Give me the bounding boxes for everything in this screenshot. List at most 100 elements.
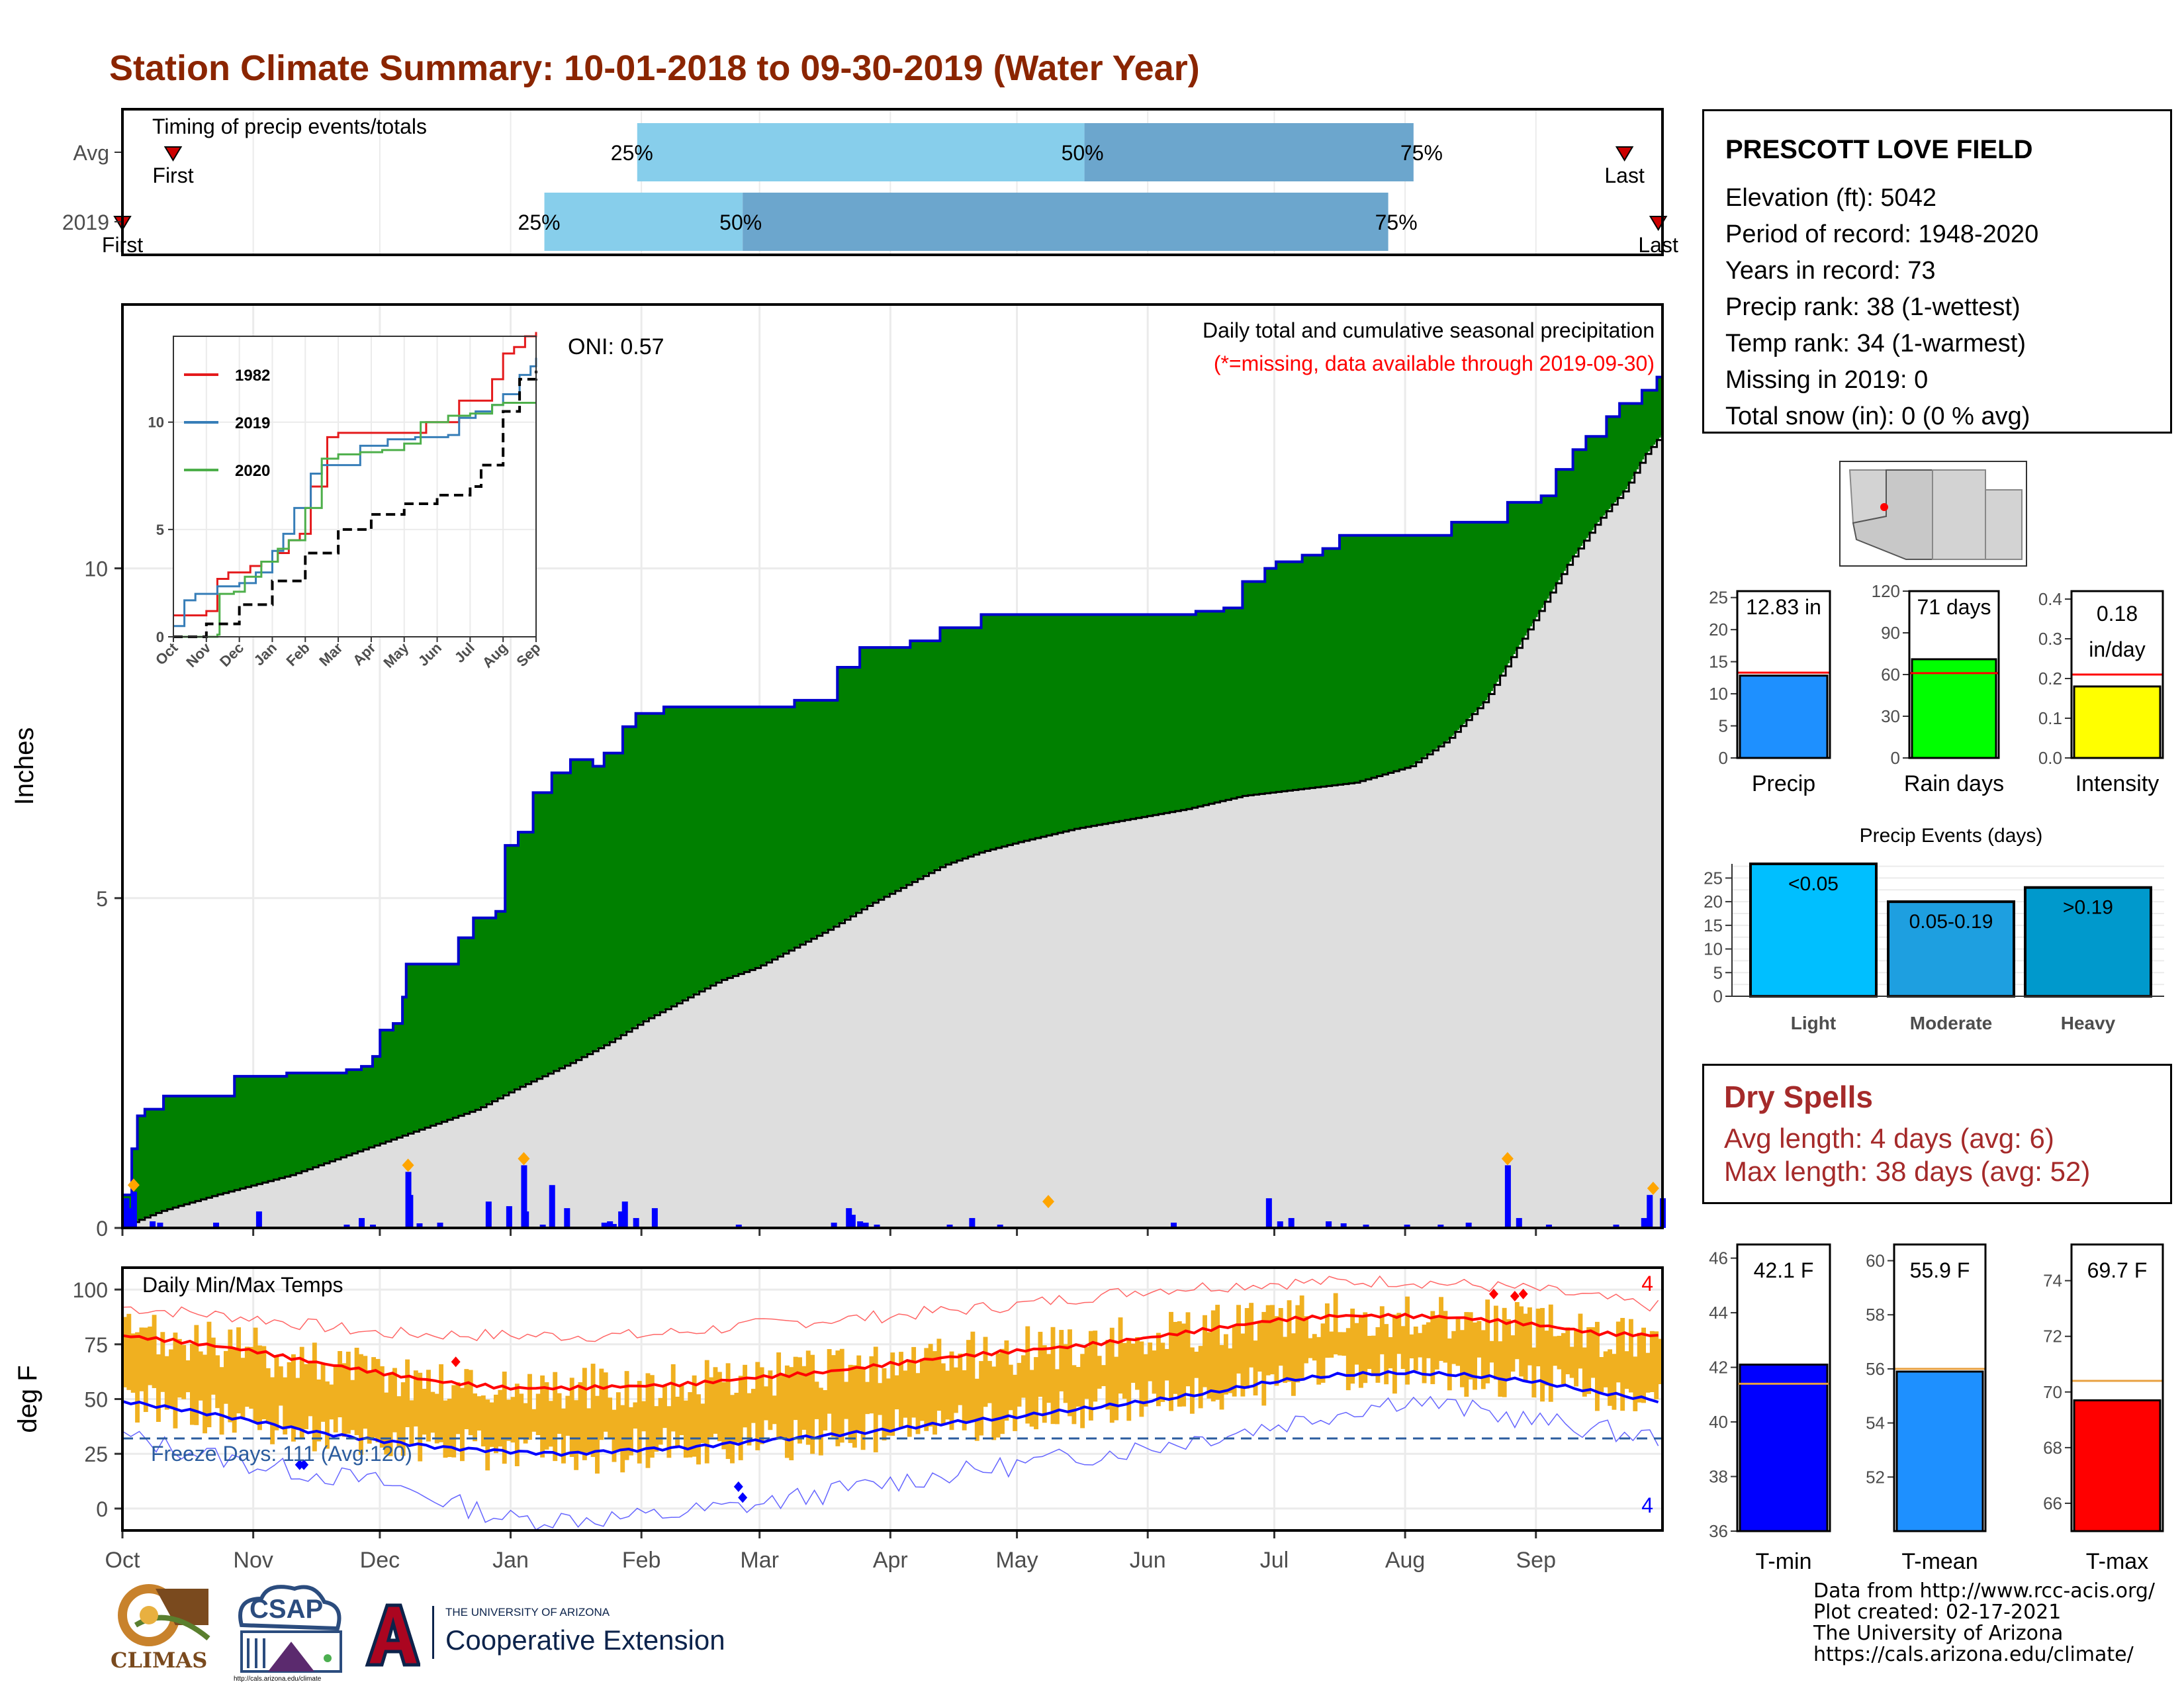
cum-above-avg-fill	[778, 706, 780, 957]
cum-above-avg-fill	[1580, 449, 1583, 546]
temp-daily-bar	[1223, 1334, 1228, 1395]
cum-above-avg-fill	[572, 759, 575, 1062]
temp-daily-bar	[519, 1393, 524, 1439]
temp-daily-bar	[274, 1356, 279, 1430]
temp-daily-bar	[498, 1389, 503, 1447]
station-name: PRESCOTT LOVE FIELD	[1725, 135, 2033, 164]
cum-above-avg-fill	[1345, 535, 1347, 784]
cum-above-avg-fill	[559, 773, 562, 1068]
cum-above-avg-fill	[770, 706, 773, 961]
cum-daily-bar	[1171, 1223, 1177, 1228]
cum-above-avg-fill	[884, 647, 887, 897]
temp-daily-bar	[940, 1363, 946, 1425]
cum-above-avg-fill	[688, 706, 691, 998]
cum-above-avg-fill	[970, 628, 972, 857]
temp-daily-bar	[1139, 1341, 1144, 1417]
cum-above-avg-fill	[1083, 614, 1087, 827]
cum-above-avg-fill	[633, 726, 637, 1027]
cum-above-avg-fill	[404, 997, 407, 1135]
cum-above-avg-fill	[1431, 535, 1433, 752]
dry-spells-max: Max length: 38 days (avg: 52)	[1724, 1156, 2091, 1187]
events-bar-label: >0.19	[2063, 897, 2113, 919]
cum-above-avg-fill	[1443, 535, 1447, 743]
cum-above-avg-fill	[1627, 403, 1629, 487]
events-bar-label: <0.05	[1788, 873, 1839, 895]
events-ytick-label: 20	[1704, 892, 1723, 912]
temp-daily-bar	[443, 1400, 448, 1458]
temp-daily-bar	[886, 1378, 891, 1436]
temp-daily-bar	[1084, 1346, 1089, 1399]
cum-above-avg-fill	[210, 1096, 212, 1197]
cum-above-avg-fill	[758, 706, 762, 966]
cum-above-avg-fill	[223, 1096, 226, 1194]
events-category: Light	[1791, 1013, 1836, 1033]
temp-daily-bar	[1477, 1321, 1482, 1358]
cum-above-avg-fill	[844, 667, 847, 920]
temp-daily-bar	[1553, 1336, 1558, 1366]
mini-temp-ytick-label: 44	[1709, 1303, 1728, 1323]
temp-xtick-label: Aug	[1385, 1548, 1426, 1573]
cum-above-avg-fill	[385, 1030, 388, 1142]
cum-above-avg-fill	[318, 1072, 321, 1166]
cum-above-avg-fill	[205, 1096, 207, 1199]
temp-daily-bar	[1203, 1315, 1207, 1387]
cum-above-avg-fill	[962, 628, 965, 859]
cum-above-avg-fill	[1638, 403, 1641, 467]
cum-above-avg-fill	[1498, 522, 1501, 679]
cum-above-avg-fill	[262, 1076, 265, 1183]
cum-above-avg-fill	[705, 706, 707, 989]
temp-daily-bar	[772, 1395, 777, 1425]
cum-above-avg-fill	[482, 917, 485, 1107]
cum-above-avg-fill	[1591, 436, 1594, 530]
cum-above-avg-fill	[796, 700, 799, 947]
cum-above-avg-fill	[501, 911, 504, 1097]
cum-above-avg-fill	[1567, 469, 1570, 565]
cum-above-avg-fill	[1535, 502, 1538, 618]
cum-above-avg-fill	[236, 1076, 239, 1190]
cum-above-avg-fill	[613, 753, 616, 1040]
cum-above-avg-fill	[1634, 403, 1637, 473]
cum-above-avg-fill	[1251, 581, 1254, 795]
cum-above-avg-fill	[1494, 522, 1497, 685]
cum-above-avg-fill	[1108, 614, 1111, 823]
cum-above-avg-fill	[1295, 561, 1297, 790]
cum-above-avg-fill	[933, 641, 935, 871]
cum-above-avg-fill	[553, 773, 556, 1071]
cum-above-avg-fill	[1142, 614, 1144, 818]
temp-daily-bar	[1324, 1303, 1330, 1358]
cum-above-avg-fill	[865, 647, 868, 908]
cum-above-avg-fill	[455, 964, 457, 1117]
temp-daily-bar	[430, 1391, 435, 1433]
cum-above-avg-fill	[1588, 436, 1590, 536]
timing-last-marker	[1615, 146, 1634, 162]
cum-daily-bar	[874, 1225, 880, 1228]
cum-above-avg-fill	[359, 1069, 362, 1151]
cum-above-avg-fill	[1151, 614, 1154, 816]
cum-above-avg-fill	[1216, 611, 1219, 802]
cum-above-avg-fill	[1445, 535, 1449, 741]
temp-daily-bar	[1046, 1354, 1052, 1403]
cum-above-avg-fill	[1563, 469, 1566, 571]
temp-daily-bar	[152, 1315, 157, 1388]
cum-above-avg-fill	[1375, 535, 1378, 777]
cum-above-avg-fill	[458, 937, 461, 1116]
temp-title: Daily Min/Max Temps	[142, 1273, 343, 1297]
cum-above-avg-fill	[801, 700, 805, 944]
temp-xtick-label: Jan	[492, 1548, 529, 1573]
temp-daily-bar	[338, 1350, 343, 1418]
temp-daily-bar	[261, 1346, 267, 1420]
cum-above-avg-fill	[1257, 581, 1260, 794]
cum-above-avg-fill	[899, 647, 901, 889]
cum-above-avg-fill	[1042, 614, 1045, 837]
cum-above-avg-fill	[942, 628, 944, 867]
temp-daily-bar	[320, 1364, 326, 1422]
cum-above-avg-fill	[480, 917, 483, 1107]
temp-daily-bar	[966, 1340, 971, 1422]
cum-above-avg-fill	[251, 1076, 254, 1186]
temp-daily-bar	[375, 1358, 381, 1442]
mini-precip-bar	[1739, 675, 1829, 759]
cum-above-avg-fill	[1128, 614, 1131, 820]
cum-above-avg-fill	[887, 647, 890, 895]
cum-above-avg-fill	[1529, 502, 1533, 627]
cum-above-avg-fill	[396, 1023, 400, 1138]
